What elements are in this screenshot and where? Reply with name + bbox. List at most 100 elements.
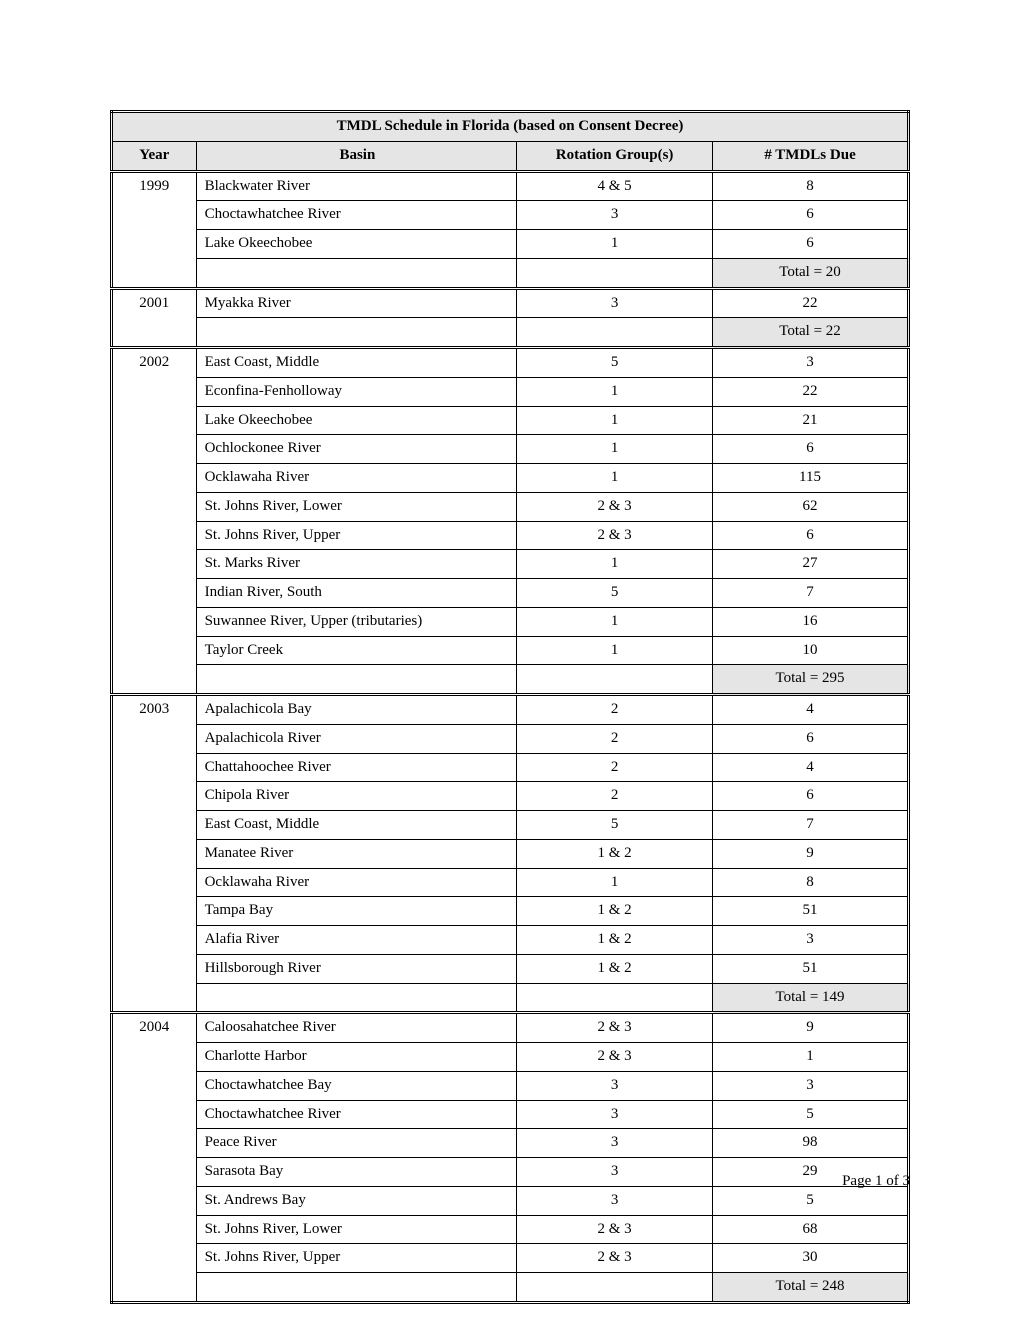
cell-due: 9 — [713, 839, 909, 868]
cell-basin: Apalachicola River — [196, 724, 517, 753]
cell-rotation: 2 & 3 — [517, 521, 713, 550]
cell-rotation: 1 — [517, 435, 713, 464]
cell-total: Total = 248 — [713, 1273, 909, 1303]
cell-due: 3 — [713, 926, 909, 955]
cell-year: 2004 — [112, 1013, 197, 1303]
tmdl-schedule-table: TMDL Schedule in Florida (based on Conse… — [110, 110, 910, 1304]
table-row: Charlotte Harbor2 & 31 — [112, 1043, 909, 1072]
table-row: Choctawhatchee River35 — [112, 1100, 909, 1129]
cell-empty — [517, 983, 713, 1013]
cell-rotation: 2 — [517, 695, 713, 725]
cell-basin: Hillsborough River — [196, 954, 517, 983]
table-row: St. Johns River, Upper2 & 330 — [112, 1244, 909, 1273]
cell-empty — [517, 1273, 713, 1303]
cell-due: 6 — [713, 724, 909, 753]
table-row: Ocklawaha River1115 — [112, 464, 909, 493]
cell-rotation: 3 — [517, 1186, 713, 1215]
col-header-year: Year — [112, 141, 197, 171]
cell-basin: Choctawhatchee River — [196, 201, 517, 230]
cell-rotation: 1 — [517, 406, 713, 435]
cell-rotation: 2 — [517, 753, 713, 782]
cell-empty — [517, 665, 713, 695]
cell-basin: Lake Okeechobee — [196, 406, 517, 435]
cell-basin: Choctawhatchee Bay — [196, 1071, 517, 1100]
cell-due: 68 — [713, 1215, 909, 1244]
cell-due: 8 — [713, 171, 909, 201]
cell-rotation: 1 — [517, 868, 713, 897]
table-row: Hillsborough River1 & 251 — [112, 954, 909, 983]
cell-due: 8 — [713, 868, 909, 897]
table-row: Chipola River26 — [112, 782, 909, 811]
cell-empty — [196, 983, 517, 1013]
cell-rotation: 3 — [517, 1071, 713, 1100]
table-row: 2001Myakka River322 — [112, 288, 909, 318]
cell-rotation: 2 & 3 — [517, 492, 713, 521]
cell-basin: Alafia River — [196, 926, 517, 955]
cell-rotation: 5 — [517, 811, 713, 840]
table-row: Indian River, South57 — [112, 579, 909, 608]
cell-due: 4 — [713, 695, 909, 725]
cell-rotation: 3 — [517, 288, 713, 318]
table-row: Tampa Bay1 & 251 — [112, 897, 909, 926]
cell-basin: St. Marks River — [196, 550, 517, 579]
table-row: St. Andrews Bay35 — [112, 1186, 909, 1215]
cell-basin: Caloosahatchee River — [196, 1013, 517, 1043]
cell-year: 2003 — [112, 695, 197, 1013]
cell-basin: Ocklawaha River — [196, 868, 517, 897]
cell-basin: Blackwater River — [196, 171, 517, 201]
total-row: Total = 295 — [112, 665, 909, 695]
cell-due: 7 — [713, 811, 909, 840]
cell-rotation: 2 — [517, 782, 713, 811]
cell-total: Total = 20 — [713, 258, 909, 288]
table-header-row: Year Basin Rotation Group(s) # TMDLs Due — [112, 141, 909, 171]
cell-rotation: 3 — [517, 1129, 713, 1158]
cell-basin: Myakka River — [196, 288, 517, 318]
cell-basin: East Coast, Middle — [196, 348, 517, 378]
cell-basin: Indian River, South — [196, 579, 517, 608]
cell-due: 22 — [713, 377, 909, 406]
cell-empty — [196, 318, 517, 348]
cell-rotation: 2 & 3 — [517, 1043, 713, 1072]
cell-rotation: 1 — [517, 464, 713, 493]
cell-due: 16 — [713, 607, 909, 636]
cell-rotation: 5 — [517, 348, 713, 378]
cell-basin: Sarasota Bay — [196, 1158, 517, 1187]
cell-basin: Econfina-Fenholloway — [196, 377, 517, 406]
cell-basin: Manatee River — [196, 839, 517, 868]
cell-rotation: 5 — [517, 579, 713, 608]
cell-empty — [196, 1273, 517, 1303]
table-row: Alafia River1 & 23 — [112, 926, 909, 955]
cell-due: 6 — [713, 782, 909, 811]
table-row: St. Johns River, Upper2 & 36 — [112, 521, 909, 550]
cell-basin: Ocklawaha River — [196, 464, 517, 493]
col-header-due: # TMDLs Due — [713, 141, 909, 171]
total-row: Total = 22 — [112, 318, 909, 348]
cell-basin: Taylor Creek — [196, 636, 517, 665]
table-row: Manatee River1 & 29 — [112, 839, 909, 868]
cell-due: 30 — [713, 1244, 909, 1273]
cell-rotation: 1 — [517, 636, 713, 665]
cell-rotation: 1 & 2 — [517, 839, 713, 868]
cell-basin: East Coast, Middle — [196, 811, 517, 840]
cell-due: 10 — [713, 636, 909, 665]
cell-basin: Choctawhatchee River — [196, 1100, 517, 1129]
cell-rotation: 2 & 3 — [517, 1215, 713, 1244]
table-row: Econfina-Fenholloway122 — [112, 377, 909, 406]
cell-basin: Lake Okeechobee — [196, 230, 517, 259]
table-row: St. Johns River, Lower2 & 368 — [112, 1215, 909, 1244]
cell-year: 1999 — [112, 171, 197, 288]
table-row: 1999Blackwater River4 & 58 — [112, 171, 909, 201]
cell-empty — [196, 665, 517, 695]
cell-total: Total = 295 — [713, 665, 909, 695]
cell-rotation: 4 & 5 — [517, 171, 713, 201]
cell-empty — [517, 318, 713, 348]
page-footer: Page 1 of 3 — [842, 1173, 910, 1190]
cell-basin: Peace River — [196, 1129, 517, 1158]
table-row: Taylor Creek110 — [112, 636, 909, 665]
cell-due: 6 — [713, 521, 909, 550]
table-row: 2002East Coast, Middle53 — [112, 348, 909, 378]
cell-due: 1 — [713, 1043, 909, 1072]
table-row: Choctawhatchee Bay33 — [112, 1071, 909, 1100]
cell-basin: Tampa Bay — [196, 897, 517, 926]
table-row: Choctawhatchee River36 — [112, 201, 909, 230]
